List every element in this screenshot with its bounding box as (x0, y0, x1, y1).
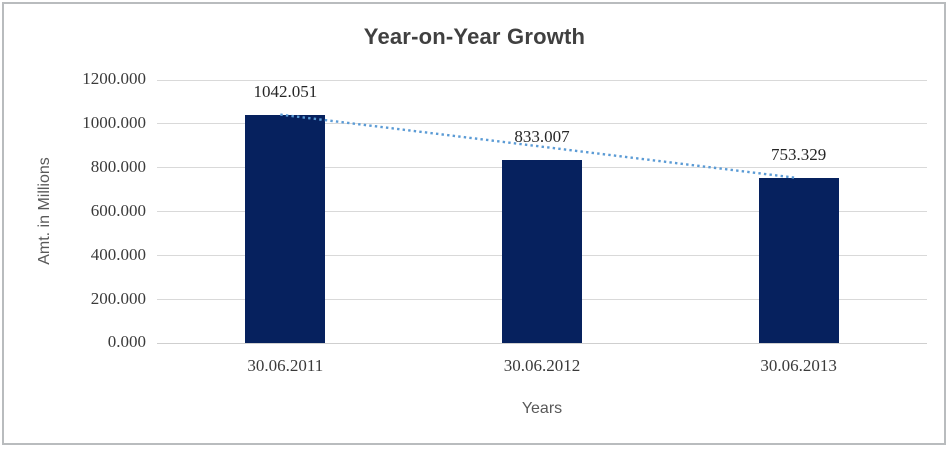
x-category-label: 30.06.2012 (503, 356, 581, 375)
x-axis-line (157, 342, 927, 344)
chart-title: Year-on-Year Growth (363, 24, 586, 49)
value-label: 1042.051 (253, 81, 318, 101)
y-tick-label: 1200.000 (82, 69, 146, 89)
value-label: 753.329 (771, 144, 827, 164)
bar (758, 177, 839, 343)
y-tick-label: 800.000 (90, 157, 146, 177)
x-category-label: 30.06.2011 (247, 356, 324, 375)
y-tick-label: 400.000 (90, 244, 146, 264)
y-tick-label: 0.000 (107, 332, 146, 352)
x-axis-title: Years (521, 400, 563, 417)
bar (245, 114, 326, 343)
y-tick-label: 600.000 (90, 200, 146, 220)
gridline (157, 79, 927, 81)
y-tick-label: 1000.000 (82, 113, 146, 133)
x-category-label: 30.06.2013 (760, 356, 837, 375)
bar (502, 160, 582, 343)
y-tick-label: 200.000 (90, 288, 146, 308)
value-label: 833.007 (514, 127, 570, 147)
